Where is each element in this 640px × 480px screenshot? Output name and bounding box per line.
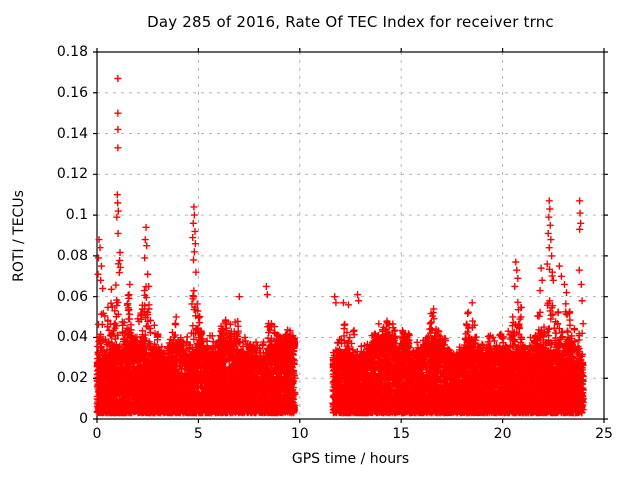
y-tick-label: 0.06 bbox=[56, 288, 88, 305]
y-tick-label: 0.14 bbox=[56, 125, 88, 142]
y-tick-label: 0.12 bbox=[56, 166, 88, 183]
x-tick-label: 15 bbox=[392, 426, 411, 442]
y-tick-label: 0.04 bbox=[56, 329, 88, 346]
x-tick-label: 25 bbox=[595, 426, 613, 442]
x-tick-label: 0 bbox=[92, 426, 102, 442]
chart-title: Day 285 of 2016, Rate Of TEC Index for r… bbox=[147, 13, 554, 31]
x-tick-label: 5 bbox=[193, 426, 203, 442]
y-axis-label: ROTI / TECUs bbox=[11, 190, 27, 282]
y-tick-label: 0.08 bbox=[56, 247, 88, 264]
x-axis-label: GPS time / hours bbox=[291, 451, 410, 467]
y-tick-label: 0.02 bbox=[56, 370, 88, 387]
y-tick-label: 0 bbox=[79, 411, 88, 427]
x-tick-label: 10 bbox=[290, 426, 309, 442]
y-tick-label: 0.18 bbox=[56, 44, 88, 60]
y-tick-label: 0.16 bbox=[56, 84, 88, 101]
y-tick-label: 0.1 bbox=[65, 207, 88, 224]
x-tick-label: 20 bbox=[493, 426, 512, 442]
